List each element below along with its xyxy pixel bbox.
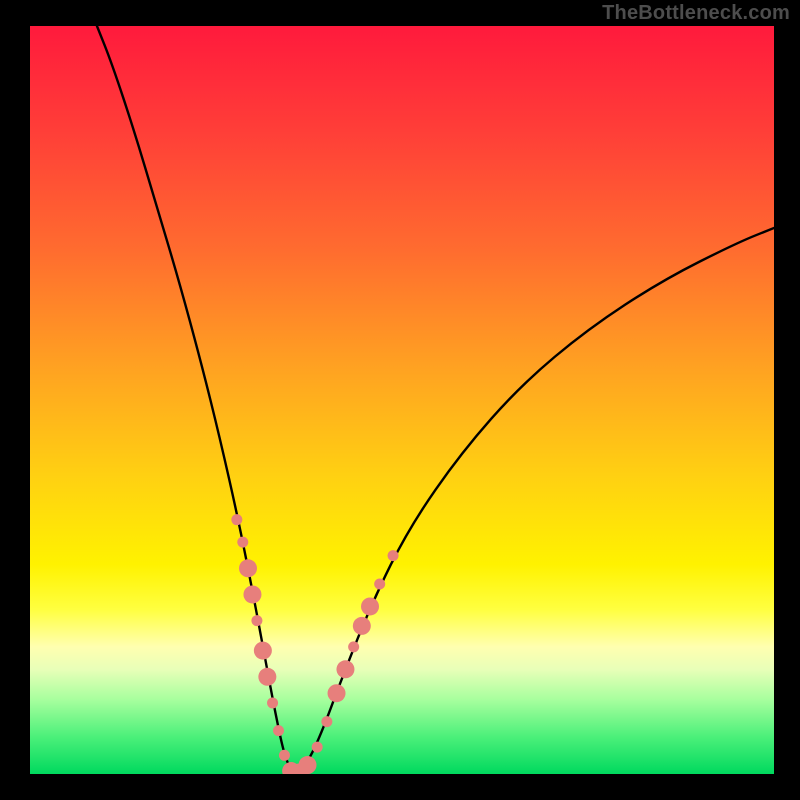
data-marker xyxy=(374,579,385,590)
data-marker xyxy=(258,668,276,686)
watermark-text: TheBottleneck.com xyxy=(602,2,790,25)
data-marker xyxy=(321,716,332,727)
data-marker xyxy=(273,725,284,736)
data-marker xyxy=(239,559,257,577)
chart-svg xyxy=(30,26,774,774)
data-marker xyxy=(353,617,371,635)
data-marker xyxy=(388,550,399,561)
data-marker xyxy=(361,597,379,615)
data-marker xyxy=(279,750,290,761)
data-marker xyxy=(231,514,242,525)
data-marker xyxy=(328,684,346,702)
data-marker xyxy=(336,660,354,678)
data-marker xyxy=(243,585,261,603)
data-marker xyxy=(348,641,359,652)
plot-area xyxy=(30,26,774,774)
data-marker xyxy=(237,537,248,548)
data-marker xyxy=(251,615,262,626)
data-marker xyxy=(312,742,323,753)
chart-frame: TheBottleneck.com xyxy=(0,0,800,800)
data-marker xyxy=(267,697,278,708)
data-marker xyxy=(254,642,272,660)
data-marker xyxy=(299,756,317,774)
